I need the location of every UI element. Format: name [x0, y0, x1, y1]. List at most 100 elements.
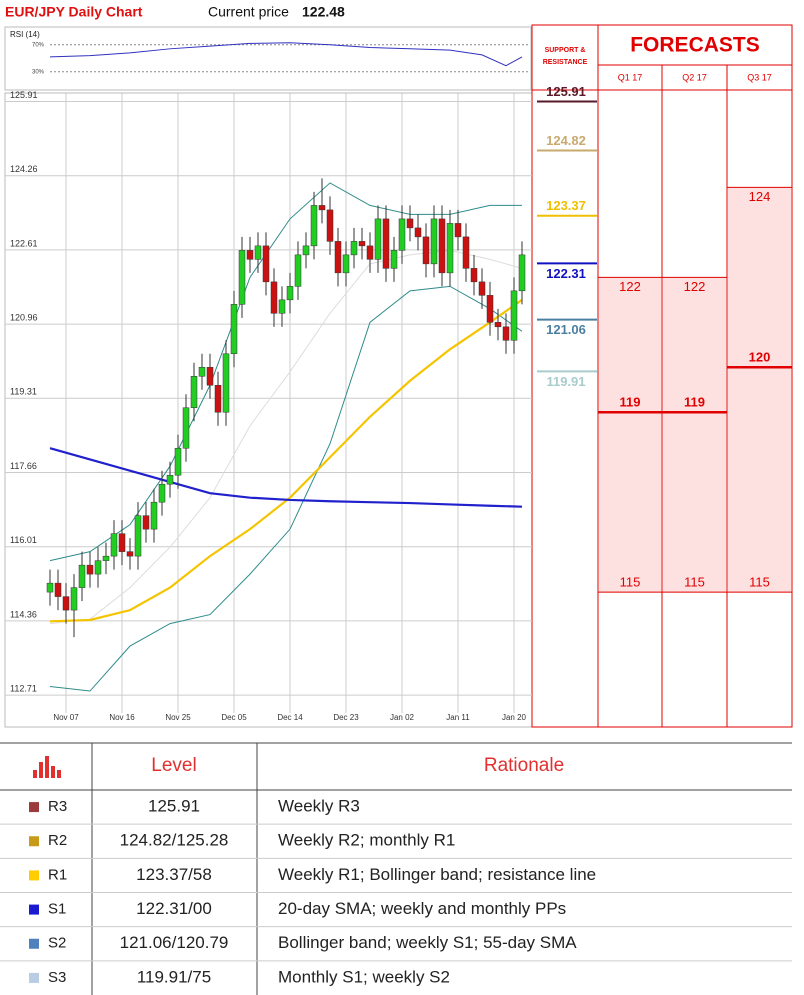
y-tick-label: 114.36 [10, 609, 37, 619]
y-tick-label: 117.66 [10, 461, 37, 471]
y-tick-label: 116.01 [10, 535, 37, 545]
column-header: Level [151, 755, 196, 776]
candle-body [502, 326, 510, 341]
price-label: Current price [208, 4, 289, 20]
candle-body [246, 250, 254, 260]
x-tick-label: Dec 05 [221, 713, 247, 722]
candle-body [518, 254, 526, 292]
x-tick-label: Nov 25 [165, 713, 191, 722]
indicator-line [49, 447, 523, 508]
candle-body [438, 218, 446, 274]
forecast-low: 115 [620, 575, 641, 590]
forecast-high: 124 [749, 189, 771, 204]
candle-body [302, 245, 310, 256]
candle-body [470, 268, 478, 283]
forecast-high: 122 [684, 279, 706, 294]
panel-frame [531, 24, 793, 728]
candle-body [166, 474, 174, 485]
candle-body [222, 353, 230, 413]
candle-body [262, 245, 270, 283]
candle-body [326, 209, 334, 242]
forecast-mid: 119 [620, 395, 641, 410]
y-tick-label: 119.31 [10, 387, 37, 397]
candle-body [214, 385, 222, 413]
candle-body [406, 218, 414, 229]
row-label: R1 [48, 866, 67, 883]
forecast-mid: 120 [749, 350, 771, 365]
row-swatch [29, 870, 39, 881]
candle-body [102, 555, 110, 561]
row-level: 121.06/120.79 [120, 933, 229, 952]
candle-body [182, 407, 190, 449]
candle-body [318, 205, 326, 211]
candle-body [46, 582, 54, 593]
y-tick-label: 112.71 [10, 683, 37, 693]
candle-body [462, 236, 470, 269]
candle-body [286, 286, 294, 301]
sr-label: 122.31 [546, 266, 586, 281]
candle-body [446, 223, 454, 274]
row-swatch [29, 904, 39, 915]
candle-body [478, 281, 486, 296]
candle-body [134, 515, 142, 557]
row-swatch [29, 802, 39, 813]
candle-body [230, 304, 238, 355]
column-header: Rationale [484, 755, 564, 776]
candle-body [398, 218, 406, 251]
candle-body [334, 241, 342, 274]
row-label: S2 [48, 935, 66, 952]
table-frame [0, 742, 792, 995]
forecast-column-label: Q3 17 [747, 72, 772, 82]
candle-body [350, 241, 358, 256]
row-label: S3 [48, 969, 66, 986]
x-tick-label: Dec 14 [277, 713, 303, 722]
candle-body [254, 245, 262, 260]
candle-body [294, 254, 302, 287]
candle-body [110, 533, 118, 557]
row-rationale: 20-day SMA; weekly and monthly PPs [278, 899, 566, 918]
row-rationale: Weekly R3 [278, 797, 360, 816]
row-rationale: Monthly S1; weekly S2 [278, 967, 450, 986]
x-tick-label: Dec 23 [333, 713, 359, 722]
forecast-range [663, 277, 726, 593]
candle-body [70, 587, 78, 611]
sr-label: 119.91 [546, 374, 585, 389]
row-label: S1 [48, 901, 66, 918]
candle-body [422, 236, 430, 265]
candle-body [126, 551, 134, 557]
table-icon [33, 756, 61, 778]
candle-body [382, 218, 390, 269]
forecast-column-label: Q2 17 [682, 72, 707, 82]
forecast-column-label: Q1 17 [618, 72, 643, 82]
candle-body [414, 227, 422, 238]
rsi-title: RSI (14) [10, 30, 40, 39]
candle-body [510, 290, 518, 341]
row-level: 123.37/58 [136, 865, 212, 884]
candle-body [342, 254, 350, 274]
rsi-panel [4, 26, 532, 91]
candle-body [430, 218, 438, 265]
row-swatch [29, 938, 39, 949]
title: EUR/JPY Daily Chart [5, 4, 143, 20]
row-level: 124.82/125.28 [120, 831, 229, 850]
candle-body [94, 560, 102, 575]
x-tick-label: Jan 11 [446, 713, 470, 722]
candle-body [62, 596, 70, 611]
row-rationale: Weekly R2; monthly R1 [278, 831, 455, 850]
candle-body [310, 205, 318, 247]
row-level: 125.91 [148, 797, 200, 816]
rsi-tick-label: 70% [32, 42, 45, 48]
candle-body [158, 483, 166, 503]
rsi-tick-label: 30% [32, 69, 45, 75]
candle-body [454, 223, 462, 238]
sr-title: SUPPORT & [545, 47, 586, 54]
forecast-mid: 119 [684, 395, 705, 410]
candle-body [270, 281, 278, 314]
forecast-low: 115 [684, 575, 705, 590]
candle-body [238, 250, 246, 305]
candle-body [78, 564, 86, 588]
sr-title: RESISTANCE [543, 59, 588, 66]
row-label: R2 [48, 832, 67, 849]
sr-label: 124.82 [546, 133, 586, 148]
